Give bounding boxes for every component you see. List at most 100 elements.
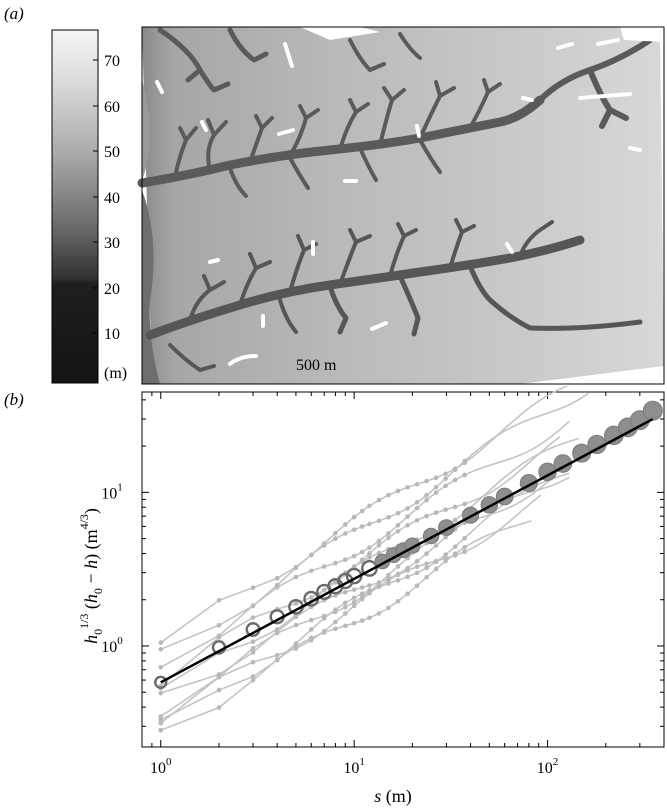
channel-point [216, 597, 222, 603]
channel-point [158, 640, 164, 646]
plot-axes-frame [141, 391, 665, 748]
channel-point [343, 531, 348, 536]
channel-point [452, 467, 458, 473]
colorbar-tick-40: 40 [104, 190, 120, 207]
colorbar-tick-20: 20 [104, 281, 120, 298]
channel-point [462, 472, 467, 478]
mean-point [154, 675, 168, 690]
channel-point [405, 506, 410, 511]
channel-point [343, 522, 348, 527]
panel-b-label: (b) [4, 390, 24, 409]
channel-point [405, 574, 410, 580]
channel-point [321, 630, 327, 635]
channel-point [433, 490, 439, 495]
channel-point [359, 524, 365, 529]
mean-point [361, 559, 378, 577]
channel-point [405, 514, 410, 519]
channel-point [395, 572, 401, 578]
channel-point [274, 576, 280, 581]
channel-point [158, 717, 164, 723]
channel-point [367, 503, 372, 509]
channel-point [376, 497, 382, 503]
channel-point [359, 585, 365, 590]
channel-point [333, 536, 338, 541]
channel-point [367, 555, 372, 560]
channel-point [293, 574, 299, 580]
channel-point [386, 577, 391, 583]
channel-point [250, 659, 256, 665]
channel-point [250, 615, 256, 620]
channel-point [351, 527, 357, 532]
axis-ticks: 100 101 102 100 101 [101, 392, 665, 777]
channel-point [274, 585, 280, 590]
channel-point [443, 558, 448, 564]
channel-point [462, 535, 467, 541]
channel-point [386, 535, 391, 541]
channel-point [386, 572, 391, 578]
channel-point [250, 674, 256, 679]
channel-point [462, 501, 467, 507]
channel-point [414, 481, 420, 487]
channel-point [274, 630, 280, 636]
channel-point [452, 551, 458, 557]
channel-point [359, 596, 365, 602]
channel-point [433, 543, 439, 548]
channel-point [386, 581, 391, 586]
channel-point [158, 720, 164, 726]
scale-bar-label: 500 m [296, 357, 337, 374]
colorbar-tick-10: 10 [104, 326, 120, 343]
channel-point [424, 492, 429, 498]
y-tick-label: 101 [101, 481, 123, 502]
channel-point [351, 514, 357, 520]
channel-point [343, 600, 348, 606]
channel-point [321, 616, 327, 621]
channel-point [250, 603, 256, 608]
channel-point [250, 677, 256, 683]
channel-point [250, 650, 256, 655]
channel-point [424, 551, 429, 556]
channel-point [414, 564, 420, 570]
channel-point [293, 565, 299, 571]
channel-point [386, 492, 391, 498]
channel-point [395, 488, 401, 494]
channel-point [343, 605, 348, 610]
terrain-map [137, 26, 665, 386]
channel-point [359, 549, 365, 555]
channel-point [343, 557, 348, 562]
channel-point [405, 568, 410, 573]
channel-point [424, 561, 429, 567]
channel-point [424, 574, 429, 580]
y-tick-label: 100 [101, 635, 123, 656]
channel-curve [160, 420, 570, 669]
channel-point [333, 619, 338, 625]
channel-point [216, 622, 222, 628]
channel-point [462, 549, 467, 555]
elevation-map-panel: 70 60 50 40 30 20 10 (m) [51, 26, 665, 386]
channel-point [343, 623, 348, 629]
channel-curve [160, 494, 542, 724]
colorbar-tick-70: 70 [104, 53, 120, 70]
channel-point [359, 508, 365, 514]
channel-point [293, 622, 299, 628]
channel-point [443, 483, 448, 489]
mean-point [642, 400, 663, 421]
channel-point [308, 595, 314, 600]
channel-point [433, 566, 439, 572]
channel-point [443, 534, 448, 540]
channel-point [367, 588, 372, 593]
channel-point [250, 645, 256, 651]
channel-point [158, 647, 164, 652]
channel-point [462, 458, 467, 464]
channel-point [351, 620, 357, 626]
channel-point [395, 564, 401, 569]
channel-point [452, 517, 458, 523]
channel-point [376, 584, 382, 590]
x-tick-label: 102 [537, 756, 559, 777]
channel-point [351, 603, 357, 609]
channel-point [414, 570, 420, 576]
channel-point [367, 521, 372, 527]
channel-point [158, 690, 164, 696]
channel-point [424, 565, 429, 571]
channel-point [443, 476, 448, 481]
channel-point [433, 559, 439, 565]
